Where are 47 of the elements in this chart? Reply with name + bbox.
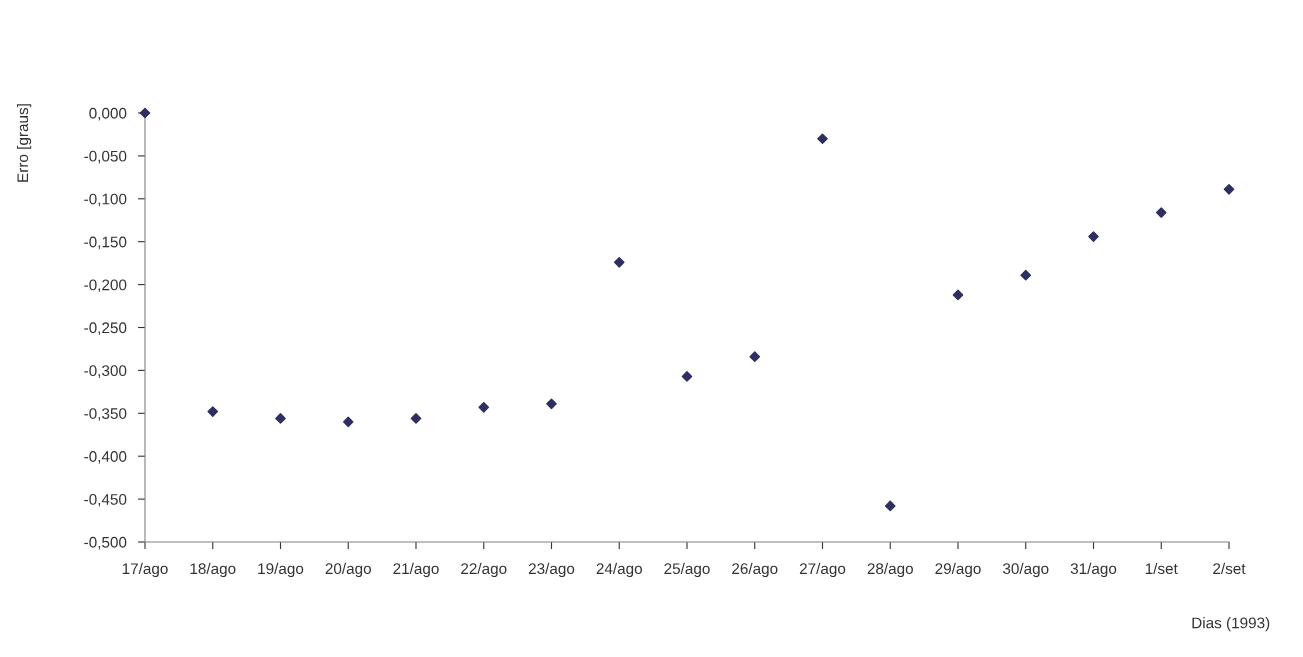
x-tick-label: 23/ago [528, 562, 575, 578]
point [410, 413, 422, 424]
y-tick-label: 0,000 [89, 107, 127, 121]
point [478, 401, 490, 413]
x-axis-title: Dias (1993) [1192, 617, 1270, 632]
y-tick-label: -0,250 [84, 322, 127, 335]
point [952, 289, 964, 301]
x-tick-label: 31/ago [1070, 562, 1117, 578]
x-tick-label: 25/ago [664, 562, 710, 578]
x-tick-label: 26/ago [732, 562, 778, 578]
point [1223, 184, 1235, 195]
x-tick-label: 27/ago [799, 562, 846, 578]
y-tick-label: -0,150 [84, 236, 127, 250]
point [1088, 231, 1099, 242]
y-tick-label: -0,300 [84, 365, 127, 378]
point [1020, 269, 1032, 281]
y-tick-label: -0,400 [84, 451, 127, 464]
x-tick-label: 2/set [1213, 562, 1246, 575]
point [546, 398, 557, 410]
x-tick-label: 17/ago [122, 562, 168, 578]
point [207, 406, 219, 417]
y-tick-label: -0,350 [84, 408, 127, 421]
y-tick-label: -0,500 [84, 536, 127, 550]
y-tick-label: -0,100 [84, 193, 127, 207]
point [139, 107, 151, 119]
x-tick-label: 19/ago [258, 562, 304, 578]
x-tick-label: 1/set [1145, 562, 1178, 575]
point [1155, 207, 1167, 218]
x-tick-label: 20/ago [325, 562, 371, 578]
x-tick-label: 21/ago [393, 562, 439, 578]
point [613, 256, 625, 268]
x-tick-label: 24/ago [596, 562, 642, 578]
point [342, 416, 354, 428]
y-tick-label: -0,450 [84, 493, 127, 507]
point [681, 371, 693, 382]
x-tick-label: 30/ago [1002, 562, 1049, 578]
y-tick-label: -0,050 [84, 150, 127, 164]
x-tick-label: 18/ago [190, 562, 236, 578]
x-tick-label: 28/ago [867, 562, 913, 578]
point [884, 500, 896, 512]
y-axis-title: Erro [graus] [16, 104, 32, 182]
point [275, 413, 286, 424]
point [817, 133, 828, 145]
y-tick-label: -0,200 [84, 279, 127, 293]
x-tick-label: 22/ago [461, 562, 507, 578]
point [749, 351, 761, 362]
x-tick-label: 29/ago [935, 562, 981, 578]
